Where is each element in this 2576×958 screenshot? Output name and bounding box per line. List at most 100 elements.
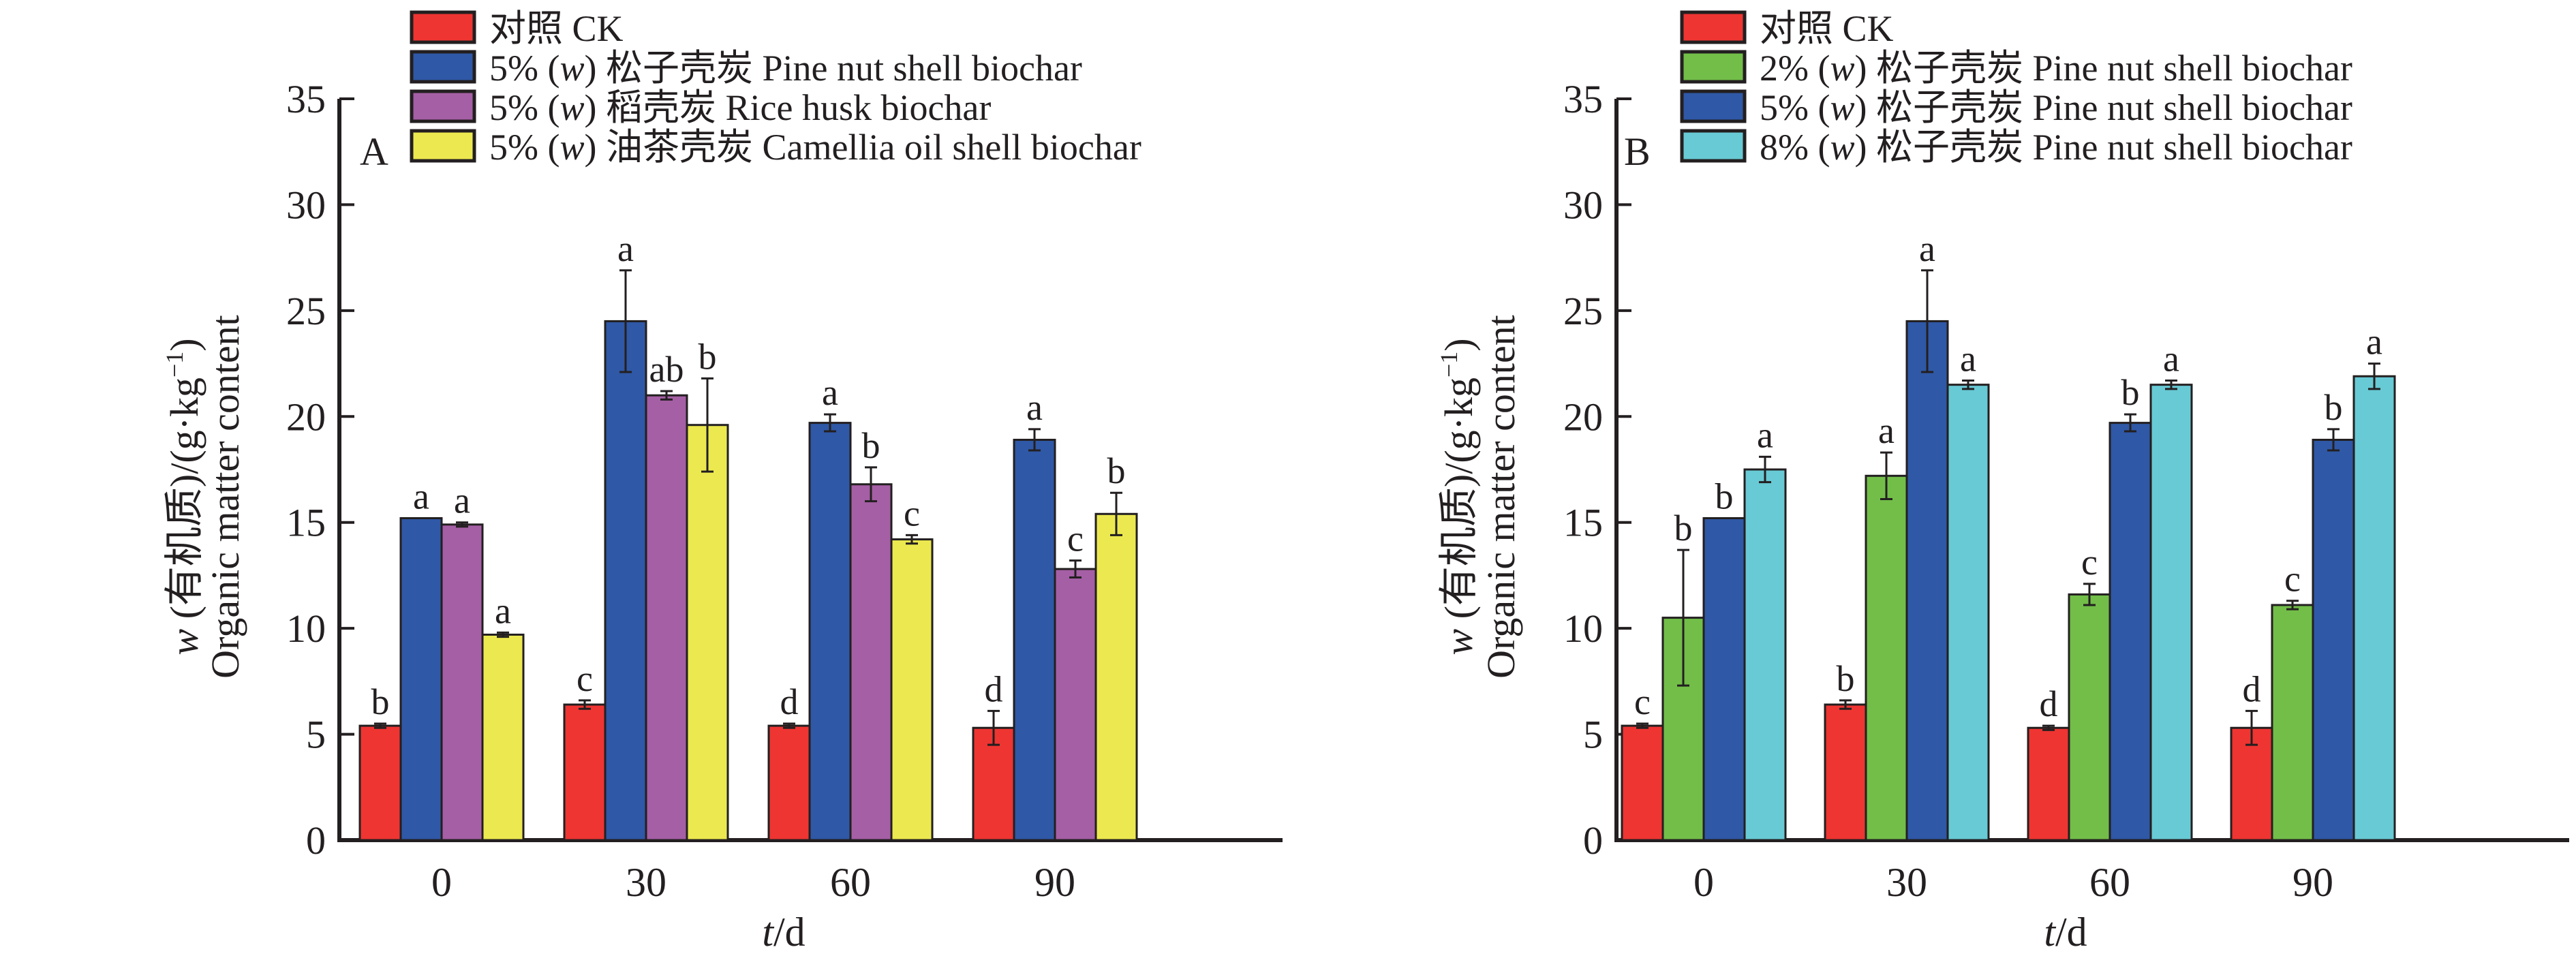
significance-letter: c (2081, 542, 2098, 583)
significance-letter: c (1634, 681, 1651, 722)
bar-30-series-2 (645, 394, 688, 841)
x-tick-label: 30 (1886, 860, 1927, 905)
significance-letter: ab (649, 349, 684, 390)
y-axis-title-line1: w (有机质)/(g·kg−1) (161, 338, 206, 655)
bar-60-series-0 (2027, 726, 2070, 841)
legend-label: 对照 CK (1760, 8, 1894, 49)
significance-letter: b (1715, 476, 1734, 516)
legend-swatch (1680, 129, 1747, 163)
bar-0-series-1 (399, 516, 443, 841)
bar-60-series-1 (2068, 593, 2111, 841)
bar-60-series-2 (2109, 422, 2152, 841)
bar-0-series-2 (1702, 516, 1746, 841)
bar-60-series-3 (890, 538, 934, 841)
y-axis-title-line1: w (有机质)/(g·kg−1) (1435, 338, 1481, 655)
significance-letter: d (985, 668, 1003, 709)
legend-swatch (410, 10, 476, 44)
x-tick-label: 90 (2293, 860, 2333, 905)
legend-label: 2% (w) 松子壳炭 Pine nut shell biochar (1760, 48, 2352, 89)
legend-label: 5% (w) 松子壳炭 Pine nut shell biochar (1760, 87, 2352, 128)
bar-30-series-3 (1946, 384, 1990, 841)
y-tick-label: 35 (286, 77, 326, 121)
panel-label: B (1624, 129, 1651, 174)
bar-90-series-0 (2230, 726, 2273, 841)
legend: 对照 CK5% (w) 松子壳炭 Pine nut shell biochar5… (410, 8, 1141, 168)
y-tick-label: 25 (286, 289, 326, 333)
bar-90-series-2 (1054, 568, 1097, 841)
legend-swatch (1680, 50, 1747, 84)
significance-letter: c (904, 493, 920, 534)
bar-0-series-3 (481, 633, 525, 841)
bar-0-series-0 (1621, 724, 1664, 841)
panel-B: 05101520253035Bcbba0baaa30dcba60dcba90t/… (1435, 8, 2569, 955)
legend-label: 5% (w) 油茶壳炭 Camellia oil shell biochar (489, 127, 1141, 168)
significance-letter: b (2325, 387, 2343, 428)
significance-letter: b (2121, 372, 2140, 413)
y-tick-label: 20 (1563, 395, 1603, 439)
significance-letter: a (1878, 410, 1895, 451)
bar-90-series-1 (2271, 604, 2314, 841)
y-tick-label: 15 (286, 501, 326, 545)
significance-letter: a (1960, 338, 1976, 379)
legend-label: 5% (w) 稻壳炭 Rice husk biochar (489, 87, 991, 128)
x-tick-label: 0 (431, 860, 452, 905)
bar-90-series-3 (1094, 512, 1138, 841)
significance-letter: a (1919, 228, 1935, 269)
y-tick-label: 10 (1563, 606, 1603, 651)
significance-letter: c (2284, 559, 2301, 600)
legend-swatch (410, 50, 476, 84)
bar-90-series-3 (2352, 375, 2396, 841)
y-tick-label: 35 (1563, 77, 1603, 121)
y-tick-label: 5 (306, 713, 326, 757)
significance-letter: a (617, 228, 634, 269)
legend-label: 8% (w) 松子壳炭 Pine nut shell biochar (1760, 127, 2352, 168)
bar-60-series-3 (2149, 384, 2193, 841)
significance-letter: d (2040, 683, 2058, 724)
legend: 对照 CK2% (w) 松子壳炭 Pine nut shell biochar5… (1680, 8, 2352, 168)
significance-letter: a (1026, 387, 1043, 428)
bar-30-series-0 (1824, 703, 1867, 841)
y-tick-label: 5 (1583, 713, 1603, 757)
y-tick-label: 10 (286, 606, 326, 651)
y-tick-label: 30 (286, 183, 326, 227)
bar-30-series-0 (563, 703, 607, 841)
y-tick-label: 15 (1563, 501, 1603, 545)
y-tick-label: 0 (306, 818, 326, 863)
significance-letter: a (1757, 414, 1773, 455)
x-tick-label: 0 (1693, 860, 1714, 905)
legend-label: 对照 CK (489, 8, 624, 49)
significance-letter: a (413, 476, 429, 516)
bar-30-series-2 (1905, 320, 1949, 841)
legend-swatch (1680, 10, 1747, 44)
x-tick-label: 90 (1034, 860, 1075, 905)
legend-swatch (410, 129, 476, 163)
bar-0-series-3 (1743, 468, 1787, 841)
bar-60-series-0 (767, 724, 811, 841)
y-axis-title-line2: Organic matter content (1479, 315, 1523, 679)
y-tick-label: 0 (1583, 818, 1603, 863)
significance-letter: b (1674, 508, 1693, 548)
y-tick-label: 25 (1563, 289, 1603, 333)
significance-letter: b (862, 425, 880, 466)
legend-swatch (410, 89, 476, 123)
significance-letter: a (495, 590, 511, 631)
significance-letter: d (780, 681, 799, 722)
significance-letter: a (2163, 338, 2179, 379)
bar-30-series-1 (1865, 474, 1908, 841)
legend-label: 5% (w) 松子壳炭 Pine nut shell biochar (489, 48, 1082, 89)
bar-0-series-2 (440, 523, 484, 841)
bar-60-series-2 (849, 483, 893, 841)
x-tick-label: 60 (2089, 860, 2130, 905)
significance-letter: a (454, 480, 470, 521)
x-tick-label: 30 (626, 860, 666, 905)
bar-60-series-1 (808, 422, 852, 841)
significance-letter: b (699, 336, 717, 377)
bar-0-series-0 (358, 724, 402, 841)
significance-letter: a (822, 372, 838, 413)
y-tick-label: 20 (286, 395, 326, 439)
significance-letter: b (371, 681, 390, 722)
significance-letter: c (1067, 519, 1084, 559)
bar-30-series-3 (686, 424, 729, 841)
